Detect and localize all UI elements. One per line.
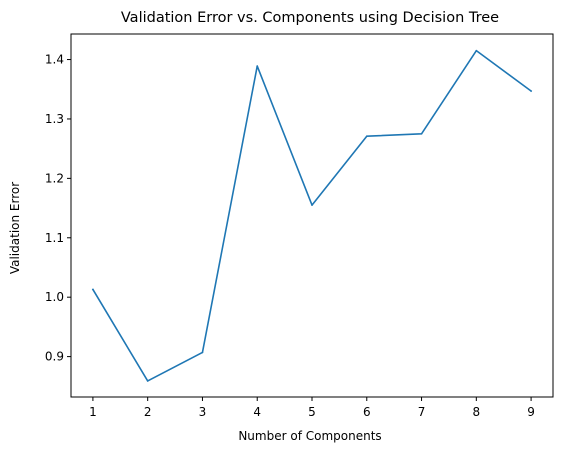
data-point bbox=[201, 351, 204, 354]
x-tick-label: 5 bbox=[308, 405, 316, 419]
data-point bbox=[530, 90, 532, 92]
data-point bbox=[365, 135, 368, 137]
y-tick-label: 1.3 bbox=[45, 112, 64, 126]
chart-title: Validation Error vs. Components using De… bbox=[121, 10, 499, 26]
x-tick-label: 8 bbox=[472, 405, 480, 419]
y-tick-label: 1.1 bbox=[45, 231, 64, 245]
x-axis-ticks: 1 2 3 4 5 6 7 8 9 bbox=[89, 397, 535, 419]
data-point bbox=[475, 49, 478, 52]
y-tick-label: 1.0 bbox=[45, 290, 64, 304]
x-tick-label: 6 bbox=[363, 405, 371, 419]
x-tick-label: 2 bbox=[144, 405, 152, 419]
x-tick-label: 3 bbox=[199, 405, 207, 419]
y-axis-label: Validation Error bbox=[8, 182, 22, 274]
x-tick-label: 4 bbox=[253, 405, 261, 419]
x-axis-label: Number of Components bbox=[238, 429, 381, 443]
y-tick-label: 1.2 bbox=[45, 171, 64, 185]
y-axis-ticks: 0.9 1.0 1.1 1.2 1.3 1.4 bbox=[45, 53, 71, 364]
data-point bbox=[420, 133, 423, 135]
x-tick-label: 1 bbox=[89, 405, 97, 419]
data-point bbox=[146, 380, 149, 382]
data-points bbox=[92, 49, 532, 382]
x-tick-label: 9 bbox=[527, 405, 535, 419]
y-tick-label: 0.9 bbox=[45, 350, 64, 364]
data-point bbox=[256, 65, 259, 67]
series-line bbox=[91, 49, 533, 382]
plot-area-frame bbox=[70, 33, 554, 398]
y-tick-label: 1.4 bbox=[45, 53, 64, 67]
data-point bbox=[92, 288, 94, 291]
data-point bbox=[311, 204, 313, 206]
x-tick-label: 7 bbox=[418, 405, 426, 419]
